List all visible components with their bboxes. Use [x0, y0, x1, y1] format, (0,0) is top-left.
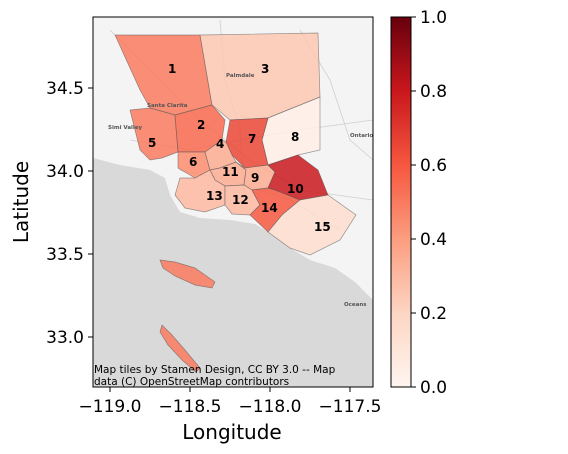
y-tick-label: 33.5 — [46, 245, 84, 265]
regions — [114, 32, 357, 373]
y-tick-label: 33.0 — [46, 328, 84, 348]
place-ontario: Ontario — [350, 133, 374, 139]
map-area: Simi Valley Santa Clarita Palmdale Ontar… — [93, 17, 374, 388]
y-tick-label: 34.0 — [46, 162, 84, 182]
y-axis: 33.0 33.5 34.0 34.5 Latitude — [9, 79, 93, 348]
attribution-line-1: Map tiles by Stamen Design, CC BY 3.0 --… — [94, 364, 336, 376]
x-tick-label: −117.5 — [319, 397, 382, 417]
x-tick-label: −118.5 — [159, 397, 222, 417]
x-tick-label: −119.0 — [79, 397, 142, 417]
region-label-4: 4 — [216, 137, 224, 151]
island-san-clemente — [159, 324, 201, 373]
region-label-2: 2 — [197, 118, 205, 132]
region-label-6: 6 — [189, 155, 197, 169]
colorbar-tick-label: 0.0 — [420, 378, 447, 398]
place-santa-clarita: Santa Clarita — [147, 103, 188, 109]
y-axis-title: Latitude — [9, 161, 33, 243]
x-axis: −119.0 −118.5 −118.0 −117.5 Longitude — [79, 387, 382, 444]
region-label-8: 8 — [291, 130, 299, 144]
colorbar-tick-label: 1.0 — [420, 8, 447, 28]
region-label-3: 3 — [261, 62, 269, 76]
region-label-15: 15 — [314, 220, 331, 234]
region-label-10: 10 — [287, 182, 304, 196]
axes-frame — [92, 16, 374, 388]
colorbar: 0.0 0.2 0.4 0.6 0.8 1.0 — [390, 8, 447, 398]
attribution-line-2: data (C) OpenStreetMap contributors — [94, 376, 289, 388]
region-label-9: 9 — [251, 171, 259, 185]
colorbar-tick-label: 0.4 — [420, 230, 447, 250]
region-label-14: 14 — [261, 201, 278, 215]
region-labels: 1 2 3 4 5 6 7 8 9 10 11 12 13 14 15 — [148, 62, 331, 234]
place-simi-valley: Simi Valley — [108, 125, 143, 131]
place-palmdale: Palmdale — [226, 73, 255, 79]
colorbar-gradient — [390, 16, 412, 388]
region-15 — [267, 194, 357, 256]
y-tick-label: 34.5 — [46, 79, 84, 99]
region-label-12: 12 — [232, 193, 249, 207]
region-5 — [129, 107, 179, 161]
island-santa-catalina — [159, 259, 216, 289]
region-label-7: 7 — [248, 132, 256, 146]
colorbar-tick-label: 0.8 — [420, 82, 447, 102]
region-label-1: 1 — [168, 62, 176, 76]
colorbar-tick-label: 0.6 — [420, 156, 447, 176]
x-tick-label: −118.0 — [239, 397, 302, 417]
x-axis-title: Longitude — [182, 420, 281, 444]
region-label-5: 5 — [148, 136, 156, 150]
region-label-13: 13 — [206, 189, 223, 203]
place-oceans: Oceans — [344, 302, 367, 308]
region-label-11: 11 — [222, 165, 239, 179]
colorbar-tick-label: 0.2 — [420, 304, 447, 324]
